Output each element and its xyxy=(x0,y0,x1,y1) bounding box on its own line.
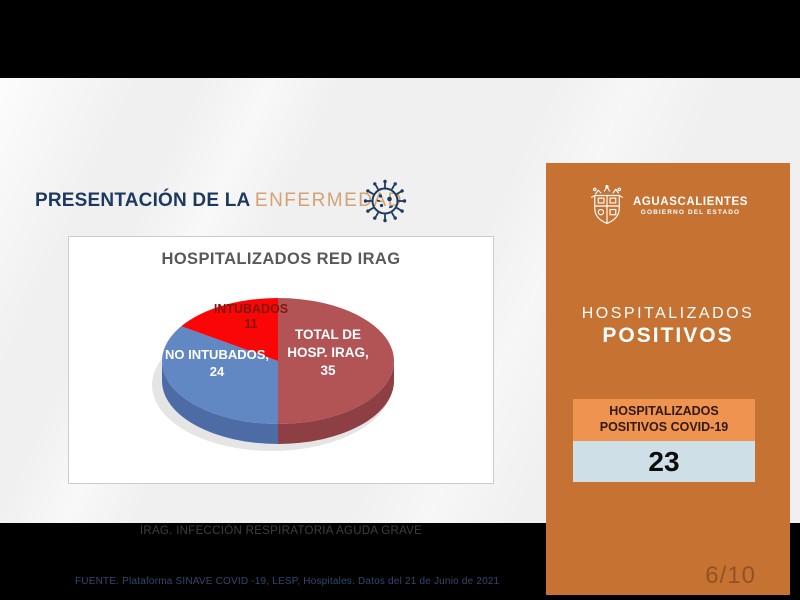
coat-of-arms-icon xyxy=(591,185,623,225)
pie-label-value: 11 xyxy=(244,317,258,331)
page-indicator: 6/10 xyxy=(705,562,756,589)
panel-heading-line2: POSITIVOS xyxy=(602,324,734,347)
stat-card-label-line1: HOSPITALIZADOS xyxy=(609,404,719,418)
pie-label-text: TOTAL DE xyxy=(294,327,361,342)
state-logo: AGUASCALIENTES GOBIERNO DEL ESTADO xyxy=(546,185,790,227)
state-name: AGUASCALIENTES xyxy=(632,196,749,208)
chart-panel: HOSPITALIZADOS RED IRAG INTUBADOS 11 NO … xyxy=(68,236,494,484)
pie-label-intubados: INTUBADOS 11 xyxy=(181,302,321,332)
state-logo-text: AGUASCALIENTES GOBIERNO DEL ESTADO xyxy=(633,196,748,216)
pie-label-no-intubados: NO INTUBADOS, 24 xyxy=(147,347,287,380)
page-title-light: ENFERMEDAD xyxy=(254,190,403,211)
chart-title: HOSPITALIZADOS RED IRAG xyxy=(161,250,401,268)
virus-icon xyxy=(363,179,407,223)
slide-content: PRESENTACIÓN DE LA ENFERMEDAD xyxy=(0,78,800,595)
stat-card: HOSPITALIZADOS POSITIVOS COVID-19 23 xyxy=(573,399,755,482)
sidebar-panel: AGUASCALIENTES GOBIERNO DEL ESTADO HOSPI… xyxy=(546,163,790,595)
pie-label-text: HOSP. IRAG, xyxy=(287,345,369,360)
panel-heading-line1: HOSPITALIZADOS xyxy=(581,305,755,322)
state-subtitle: GOBIERNO DEL ESTADO xyxy=(640,209,741,216)
source-note: FUENTE. Plataforma SINAVE COVID -19, LES… xyxy=(75,576,500,587)
pie-label-value: 35 xyxy=(320,363,336,378)
chart-footnote: IRAG. INFECCIÓN RESPIRATORIA AGUDA GRAVE xyxy=(139,525,423,537)
pie-label-text: INTUBADOS xyxy=(213,302,289,316)
stat-card-label-line2: POSITIVOS COVID-19 xyxy=(599,419,729,434)
stat-card-value: 23 xyxy=(573,441,755,482)
stat-card-label: HOSPITALIZADOS POSITIVOS COVID-19 xyxy=(573,399,755,441)
pie-label-value: 24 xyxy=(209,363,225,379)
page-title-dark: PRESENTACIÓN DE LA xyxy=(35,190,251,211)
pie-label-total: TOTAL DE HOSP. IRAG, 35 xyxy=(258,326,398,380)
pie-label-text: NO INTUBADOS, xyxy=(165,347,269,362)
pie-chart xyxy=(152,298,394,451)
page-title: PRESENTACIÓN DE LA ENFERMEDAD xyxy=(35,190,403,212)
